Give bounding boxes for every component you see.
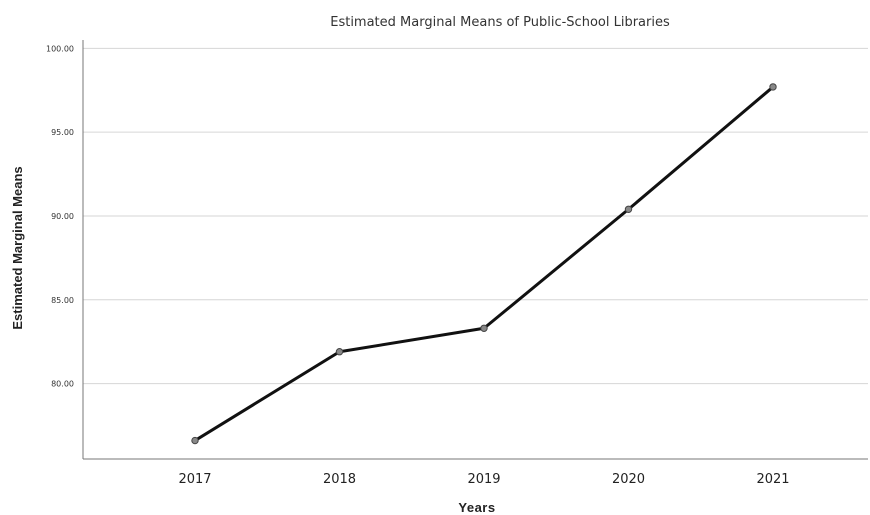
x-tick-label: 2021 xyxy=(756,472,789,487)
data-point xyxy=(480,324,488,332)
axes xyxy=(82,40,868,460)
x-tick-labels: 2017 2018 2019 2020 2021 xyxy=(178,472,789,487)
y-tick-labels: 80.00 85.00 90.00 95.00 100.00 xyxy=(46,44,74,388)
x-tick-label: 2017 xyxy=(178,472,211,487)
y-tick-label: 90.00 xyxy=(51,212,74,221)
x-axis-label: Years xyxy=(458,500,495,515)
y-tick-label: 85.00 xyxy=(51,296,74,305)
data-point xyxy=(191,436,199,445)
y-axis-label: Estimated Marginal Means xyxy=(10,166,25,329)
series-line xyxy=(193,85,775,443)
y-tick-label: 100.00 xyxy=(46,44,74,53)
x-tick-label: 2020 xyxy=(612,472,645,487)
x-tick-label: 2018 xyxy=(323,472,356,487)
x-tick-label: 2019 xyxy=(467,472,500,487)
data-point xyxy=(624,205,633,213)
data-point xyxy=(335,348,344,356)
chart-title: Estimated Marginal Means of Public-Schoo… xyxy=(330,15,670,30)
y-tick-label: 95.00 xyxy=(51,128,74,137)
series-layer xyxy=(191,83,777,445)
data-point xyxy=(769,83,777,91)
y-tick-label: 80.00 xyxy=(51,380,74,389)
gridlines xyxy=(83,47,868,385)
